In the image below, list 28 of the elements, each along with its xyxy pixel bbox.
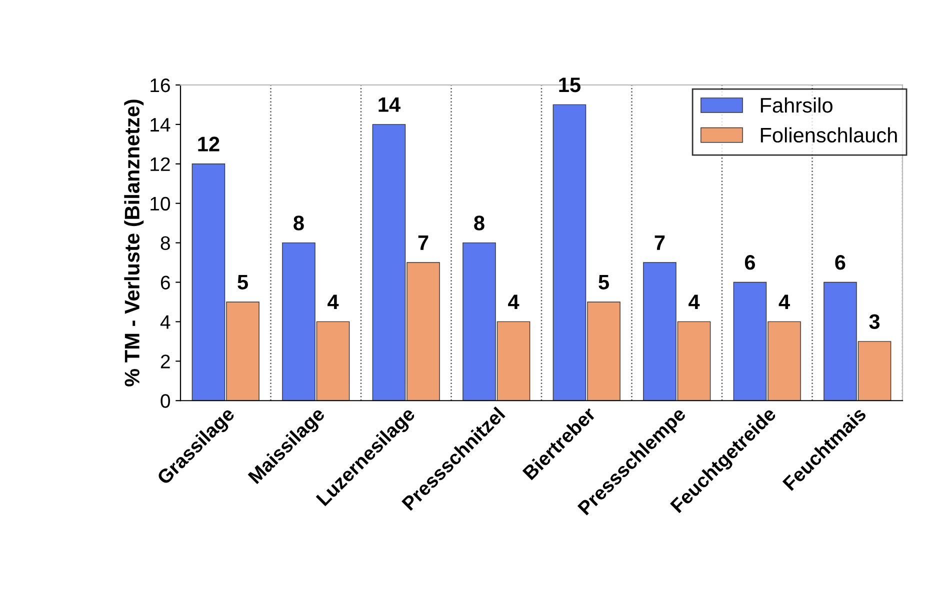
- data-label: 6: [835, 255, 846, 270]
- y-tick-label: 16: [150, 78, 170, 92]
- data-label: 7: [654, 236, 665, 250]
- y-tick-label: 6: [160, 276, 170, 290]
- data-label: 3: [869, 314, 880, 330]
- data-label: 4: [778, 294, 790, 310]
- data-label: 12: [198, 136, 220, 152]
- y-tick-label: 0: [160, 394, 170, 408]
- data-label: 5: [598, 274, 609, 290]
- data-label: 4: [328, 294, 339, 310]
- y-tick-label: 10: [150, 196, 170, 211]
- data-label: 15: [559, 78, 580, 92]
- y-tick-label: 8: [160, 236, 170, 250]
- data-label: 5: [238, 274, 248, 290]
- data-label: 14: [378, 97, 400, 112]
- y-tick-label: 2: [160, 354, 170, 368]
- legend-label: Folienschlauch: [760, 127, 897, 143]
- data-label: 4: [688, 294, 700, 310]
- data-label: 8: [294, 216, 304, 230]
- y-tick-label: 12: [150, 157, 170, 171]
- data-label: 7: [418, 236, 428, 250]
- y-axis-title: % TM - Verluste (Bilanznetze): [124, 100, 144, 386]
- data-label: 8: [474, 216, 484, 230]
- data-label: 6: [744, 255, 756, 270]
- y-tick-label: 4: [160, 315, 170, 329]
- legend-label: Fahrsilo: [760, 97, 832, 113]
- y-tick-label: 14: [150, 118, 170, 132]
- data-label: 4: [508, 294, 520, 310]
